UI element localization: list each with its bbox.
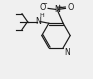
Text: N: N bbox=[54, 5, 60, 14]
Text: O: O bbox=[67, 3, 74, 12]
Text: N: N bbox=[36, 17, 42, 26]
Text: N: N bbox=[64, 48, 70, 57]
Text: H: H bbox=[39, 14, 44, 18]
Text: −: − bbox=[41, 1, 47, 7]
Text: +: + bbox=[56, 4, 61, 9]
Text: O: O bbox=[40, 3, 46, 12]
